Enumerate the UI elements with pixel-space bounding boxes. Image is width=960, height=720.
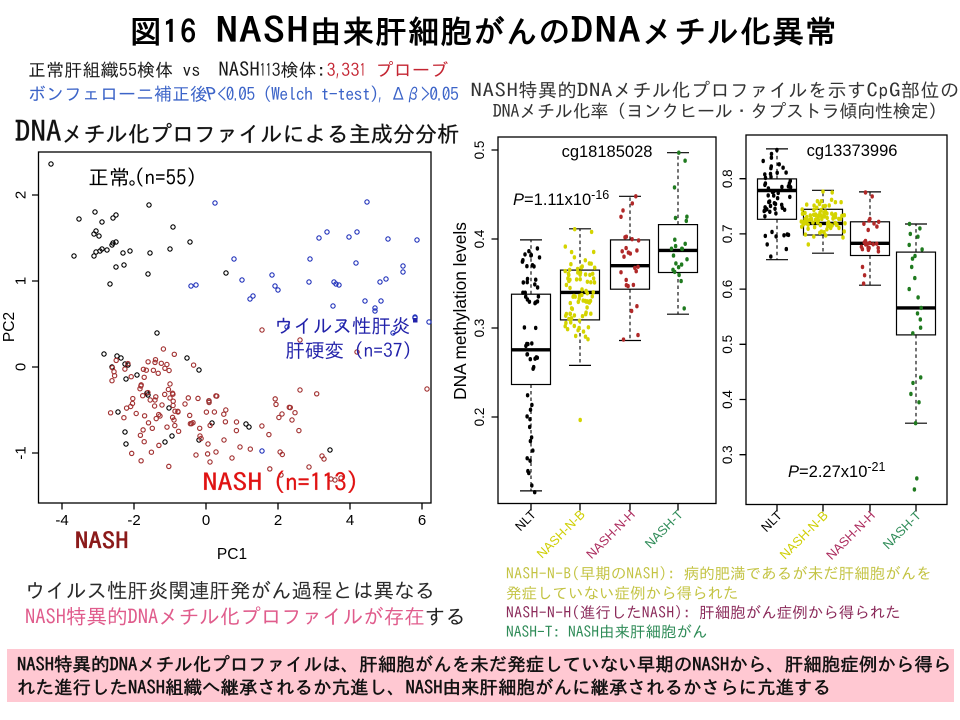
svg-text:PC1: PC1 (217, 546, 247, 563)
svg-text:0: 0 (13, 363, 30, 371)
svg-text:PC2: PC2 (1, 312, 18, 342)
svg-text:0.5: 0.5 (720, 335, 735, 354)
svg-text:0.3: 0.3 (720, 445, 735, 464)
svg-text:0.2: 0.2 (472, 408, 487, 427)
svg-text:2: 2 (274, 512, 282, 529)
svg-text:0.6: 0.6 (720, 280, 735, 299)
svg-text:P=2.27x10-21: P=2.27x10-21 (788, 460, 885, 481)
svg-text:cg13373996: cg13373996 (807, 142, 898, 160)
svg-text:0.3: 0.3 (472, 319, 487, 338)
svg-text:0: 0 (202, 512, 210, 529)
svg-text:DNA methylation levels: DNA methylation levels (450, 222, 470, 400)
svg-text:-4: -4 (55, 512, 68, 529)
svg-text:0.4: 0.4 (720, 390, 735, 409)
svg-text:0.7: 0.7 (720, 225, 735, 244)
svg-text:1: 1 (13, 277, 30, 285)
svg-text:-1: -1 (13, 446, 30, 459)
svg-text:-2: -2 (127, 512, 140, 529)
svg-text:0.8: 0.8 (720, 169, 735, 188)
svg-text:cg18185028: cg18185028 (562, 143, 653, 161)
svg-text:0.4: 0.4 (472, 229, 487, 248)
svg-text:6: 6 (418, 512, 426, 529)
svg-text:4: 4 (346, 512, 354, 529)
svg-text:2: 2 (13, 191, 30, 199)
svg-text:P=1.11x10-16: P=1.11x10-16 (513, 188, 609, 209)
svg-text:0.5: 0.5 (472, 141, 487, 160)
